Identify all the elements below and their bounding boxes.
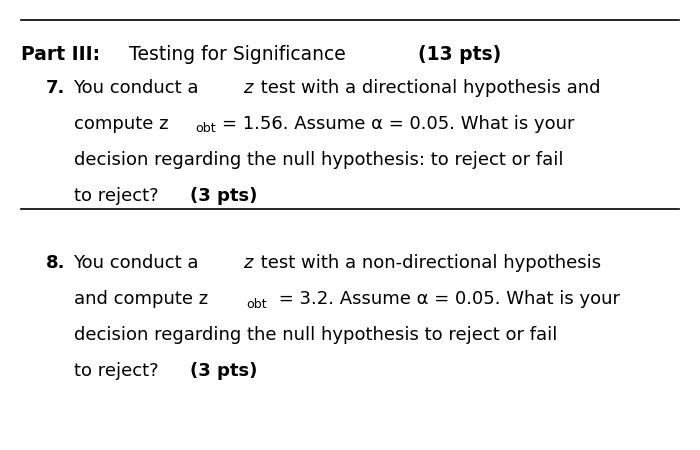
Text: z: z [243,79,253,97]
Text: (3 pts): (3 pts) [190,187,258,205]
Text: You conduct a: You conduct a [74,254,204,272]
Text: obt: obt [246,298,267,311]
Text: and compute z: and compute z [74,290,208,308]
Text: 7.: 7. [46,79,65,97]
Text: Testing for Significance: Testing for Significance [123,45,352,64]
Text: = 1.56. Assume α = 0.05. What is your: = 1.56. Assume α = 0.05. What is your [222,115,575,133]
Text: to reject?: to reject? [74,362,164,380]
Text: test with a non-directional hypothesis: test with a non-directional hypothesis [255,254,601,272]
Text: to reject?: to reject? [74,187,164,205]
Text: 8.: 8. [46,254,65,272]
Text: Part III:: Part III: [21,45,100,64]
Text: compute z: compute z [74,115,168,133]
Text: decision regarding the null hypothesis: to reject or fail: decision regarding the null hypothesis: … [74,151,563,169]
Text: = 3.2. Assume α = 0.05. What is your: = 3.2. Assume α = 0.05. What is your [273,290,620,308]
Text: decision regarding the null hypothesis to reject or fail: decision regarding the null hypothesis t… [74,326,557,344]
Text: (3 pts): (3 pts) [190,362,258,380]
Text: obt: obt [195,122,216,135]
Text: You conduct a: You conduct a [74,79,204,97]
Text: test with a directional hypothesis and: test with a directional hypothesis and [255,79,601,97]
Text: z: z [243,254,253,272]
Text: (13 pts): (13 pts) [419,45,501,64]
